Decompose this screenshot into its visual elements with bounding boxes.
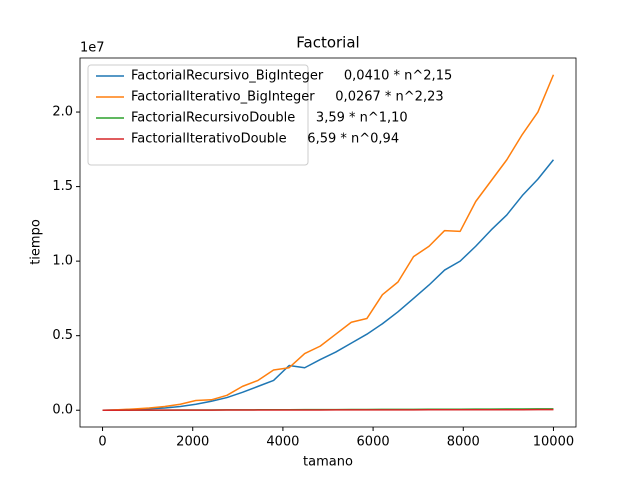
plot-frame (79, 57, 577, 428)
x-tick-label: 0 (98, 435, 106, 450)
y-tick-label: 0.5 (52, 328, 73, 343)
series-line (102, 74, 555, 411)
series-line (102, 408, 554, 411)
legend-label: FactorialRecursivo_BigInteger 0,0410 * n… (131, 69, 452, 84)
y-axis-label: tiempo (29, 219, 44, 265)
x-tick-label: 8000 (447, 435, 480, 450)
legend-label: FactorialIterativo_BigInteger 0,0267 * n… (131, 90, 444, 105)
y-tick-label: 1.5 (52, 179, 73, 194)
y-offset-label: 1e7 (80, 41, 105, 56)
x-tick-label: 2000 (176, 435, 209, 450)
legend-box (87, 64, 309, 166)
legend-label: FactorialRecursivoDouble 3,59 * n^1,10 (131, 111, 408, 126)
x-tick-label: 4000 (266, 435, 299, 450)
x-tick-label: 6000 (357, 435, 390, 450)
x-axis-label: tamano (303, 455, 353, 470)
legend-label: FactorialIterativoDouble 6,59 * n^0,94 (131, 132, 399, 147)
series-line (102, 159, 555, 411)
y-tick-label: 2.0 (52, 105, 73, 120)
chart-title: Factorial (296, 34, 359, 52)
x-tick-label: 10000 (533, 435, 574, 450)
y-tick-label: 1.0 (52, 254, 73, 269)
y-tick-label: 0.0 (52, 403, 73, 418)
